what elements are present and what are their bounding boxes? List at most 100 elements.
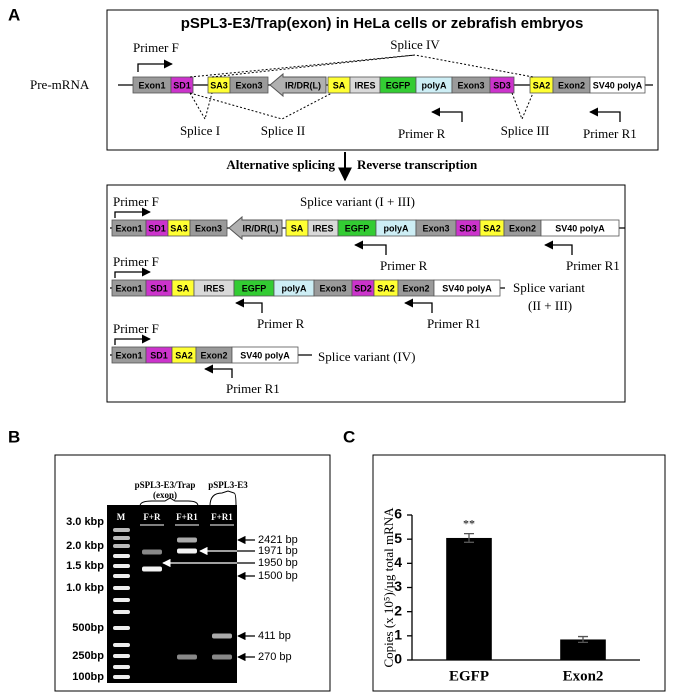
primer-arrow [204, 364, 233, 378]
pre-mrna-label: Pre-mRNA [30, 77, 90, 92]
primer-label: Primer R1 [226, 381, 280, 396]
marker-band [113, 665, 130, 669]
segment-label: Exon3 [195, 223, 222, 233]
marker-size-label: 3.0 kbp [66, 516, 104, 528]
y-axis-label: Copies (x 10⁵)/µg total mRNA [381, 507, 396, 668]
marker-band [113, 574, 130, 578]
error-bar [578, 635, 588, 644]
splice-line [189, 92, 213, 121]
brace [209, 490, 237, 507]
y-tick-label: 5 [394, 530, 402, 546]
panel-a-top-box [106, 9, 659, 151]
segment-label: SV40 polyA [593, 80, 643, 90]
x-tick-label: Exon2 [563, 668, 604, 684]
splice-label: Splice I [180, 123, 220, 138]
primer-arrow [544, 240, 573, 255]
marker-band [113, 536, 130, 540]
panel-title: pSPL3-E3/Trap(exon) in HeLa cells or zeb… [181, 15, 584, 32]
primer-label: Primer F [113, 254, 159, 269]
segment-label: SD2 [354, 283, 372, 293]
panel-c-box [372, 454, 666, 692]
primer-label: Primer R1 [583, 126, 637, 141]
primer-arrow [354, 240, 387, 255]
step-label: Reverse transcription [357, 157, 478, 172]
group-label: (exon) [153, 490, 177, 500]
segment-label: IRES [203, 283, 224, 293]
marker-band [113, 586, 130, 590]
splice-line [511, 92, 534, 121]
band-size-label: 2421 bp [258, 534, 298, 546]
marker-band [113, 654, 130, 658]
marker-size-label: 1.0 kbp [66, 582, 104, 594]
segment-label: Exon3 [457, 80, 484, 90]
splice-line [189, 92, 333, 120]
gel-band [142, 549, 162, 555]
x-tick-label: EGFP [449, 668, 489, 684]
segment-label: IRES [354, 80, 375, 90]
marker-size-label: 1.5 kbp [66, 560, 104, 572]
segment-label: Exon2 [509, 223, 536, 233]
gel-band [177, 654, 197, 660]
segment-label: SD1 [148, 223, 166, 233]
segment-label: Exon1 [115, 223, 142, 233]
segment-label: Exon3 [235, 80, 262, 90]
gel-band [212, 633, 232, 639]
segment-box [231, 346, 299, 364]
segment-label: SD1 [173, 80, 191, 90]
segment-label: SD3 [459, 223, 477, 233]
panel-a-bottom-box [106, 184, 626, 403]
segment-label: SD3 [493, 80, 511, 90]
panel-label: A [8, 5, 20, 24]
variant-name: Splice variant (IV) [318, 349, 415, 364]
segment-label: SD1 [150, 283, 168, 293]
variant-name: Splice variant (I + III) [300, 194, 415, 209]
segment-label: IR/DR(L) [285, 80, 321, 90]
bar [446, 537, 492, 660]
lane-label: F+R [143, 512, 161, 522]
panel-label: B [8, 427, 20, 446]
segment-label: SD1 [150, 350, 168, 360]
segment-label: Exon2 [402, 283, 429, 293]
marker-band [113, 598, 130, 602]
segment-label: SA2 [483, 223, 501, 233]
segment-label: SA [291, 223, 304, 233]
marker-band [113, 643, 130, 647]
segment-arrow [269, 72, 327, 98]
segment-label: SV40 polyA [555, 223, 605, 233]
marker-band [113, 610, 130, 614]
segment-label: Exon2 [558, 80, 585, 90]
segment-label: Exon1 [138, 80, 165, 90]
primer-label: Primer F [113, 321, 159, 336]
bar [560, 639, 606, 660]
marker-size-label: 250bp [72, 650, 104, 662]
primer-label: Primer R [398, 126, 446, 141]
splice-label: Splice II [261, 123, 305, 138]
primer-arrow [137, 59, 173, 72]
segment-box [489, 76, 515, 94]
segment-arrow [228, 215, 283, 241]
gel-band [177, 548, 197, 554]
segment-box [170, 76, 194, 94]
variant-name: Splice variant [513, 280, 585, 295]
gel-band [177, 537, 197, 543]
marker-band [113, 544, 130, 548]
marker-band [113, 675, 130, 679]
segment-label: EGFP [242, 283, 267, 293]
error-bar [464, 532, 474, 543]
marker-size-label: 500bp [72, 622, 104, 634]
marker-band [113, 564, 130, 568]
segment-label: Exon1 [115, 283, 142, 293]
segment-label: SA2 [175, 350, 193, 360]
segment-label: SA3 [210, 80, 228, 90]
y-tick-label: 6 [394, 506, 402, 522]
primer-label: Primer R1 [566, 258, 620, 273]
band-size-label: 1971 bp [258, 545, 298, 557]
marker-band [113, 554, 130, 558]
segment-label: Exon3 [319, 283, 346, 293]
primer-arrow [431, 107, 463, 122]
marker-band [113, 626, 130, 630]
y-tick-label: 0 [394, 651, 402, 667]
segment-label: EGFP [345, 223, 370, 233]
segment-label: SA [177, 283, 190, 293]
